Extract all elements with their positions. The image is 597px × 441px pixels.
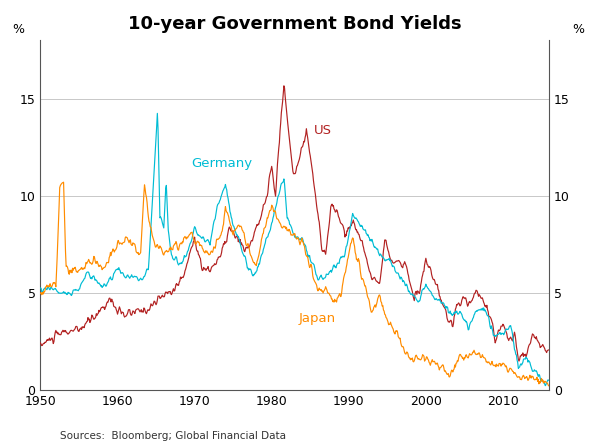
Title: 10-year Government Bond Yields: 10-year Government Bond Yields (128, 15, 461, 33)
Text: %: % (13, 23, 24, 36)
Text: Sources:  Bloomberg; Global Financial Data: Sources: Bloomberg; Global Financial Dat… (60, 431, 286, 441)
Text: %: % (572, 23, 584, 36)
Text: Germany: Germany (191, 157, 252, 170)
Text: Japan: Japan (298, 312, 336, 325)
Text: US: US (314, 123, 332, 137)
